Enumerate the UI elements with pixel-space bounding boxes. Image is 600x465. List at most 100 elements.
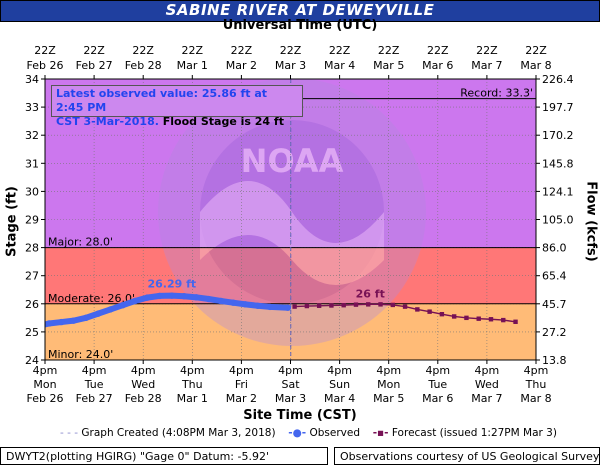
right-tick-label: 65.4 — [542, 270, 567, 283]
annotations: 26.29 ft 26 ft — [148, 278, 385, 301]
right-tick-label: 105.0 — [542, 214, 574, 227]
forecast-point — [415, 307, 420, 312]
bottom-tick-time: 4pm — [475, 364, 500, 377]
right-tick-label: 13.8 — [542, 354, 567, 367]
top-tick-date: Feb 28 — [125, 59, 162, 72]
observed-point — [230, 299, 237, 306]
top-tick-time: 22Z — [83, 44, 105, 57]
top-tick-date: Feb 26 — [27, 59, 64, 72]
noaa-logo-text: NOAA — [241, 142, 344, 180]
observed-point — [82, 314, 90, 322]
top-tick-date: Feb 27 — [76, 59, 113, 72]
observed-point — [9, 326, 15, 332]
observed-point — [45, 320, 53, 327]
top-axis-title: Universal Time (UTC) — [222, 18, 378, 33]
bottom-tick-date: Mar 5 — [373, 392, 404, 405]
forecast-point — [439, 311, 445, 317]
right-tick-label: 27.2 — [542, 326, 567, 339]
left-axis-title: Stage (ft) — [4, 186, 20, 257]
observed-point — [131, 297, 139, 305]
top-tick-date: Mar 7 — [471, 59, 502, 72]
top-tick-date: Mar 1 — [177, 59, 208, 72]
bottom-tick-day: Wed — [131, 378, 155, 391]
left-tick-label: 31 — [25, 157, 39, 170]
series-layer — [9, 292, 518, 332]
forecast-point — [501, 317, 506, 323]
bottom-tick-time: 4pm — [229, 364, 254, 377]
observed-legend-label: Observed — [309, 427, 361, 439]
observed-point — [266, 303, 274, 311]
forecast-point — [402, 304, 408, 309]
forecast-point — [378, 302, 383, 307]
forecast-point — [353, 302, 359, 307]
bottom-tick-time: 4pm — [376, 364, 401, 377]
bottom-tick-date: Feb 27 — [76, 392, 113, 405]
top-tick-time: 22Z — [378, 44, 400, 57]
noaa-watermark: NOAA — [158, 79, 426, 346]
bottom-tick-date: Mar 1 — [177, 392, 208, 405]
bottom-tick-date: Feb 26 — [27, 392, 64, 405]
major-label: Major: 28.0' — [48, 236, 113, 249]
observed-point — [217, 297, 225, 305]
left-tick-label: 25 — [25, 326, 39, 339]
right-tick-label: 145.8 — [542, 157, 574, 170]
bottom-tick-date: Mar 7 — [471, 392, 502, 405]
top-tick-date: Mar 6 — [422, 59, 453, 72]
minor-label: Minor: 24.0' — [48, 348, 113, 361]
top-tick-time: 22Z — [34, 44, 56, 57]
observed-point — [254, 302, 261, 309]
noaa-bird-icon — [200, 181, 384, 285]
bottom-tick-time: 4pm — [524, 364, 549, 377]
right-axis-title: Flow (kcfs) — [583, 181, 599, 262]
left-tick-label: 24 — [25, 354, 39, 367]
bottom-tick-time: 4pm — [278, 364, 303, 377]
observed-point — [242, 301, 249, 308]
left-tick-label: 33 — [25, 101, 39, 114]
observed-point — [168, 292, 176, 299]
right-tick-label: 226.4 — [542, 73, 574, 86]
chart-title: SABINE RIVER AT DEWEYVILLE — [165, 1, 435, 19]
top-tick-time: 22Z — [231, 44, 253, 57]
bottom-tick-day: Thu — [525, 378, 547, 391]
legend: - - - Graph Created (4:08PM Mar 3, 2018)… — [60, 427, 557, 439]
left-tick-label: 30 — [25, 185, 39, 198]
right-tick-label: 197.7 — [542, 101, 574, 114]
right-tick-label: 170.2 — [542, 129, 574, 142]
bottom-tick-time: 4pm — [131, 364, 156, 377]
noaa-seal-outer-icon — [158, 79, 426, 346]
observed-point — [156, 292, 163, 300]
left-tick-label: 32 — [25, 129, 39, 142]
bottom-tick-day: Mon — [377, 378, 400, 391]
bottom-tick-date: Mar 8 — [520, 392, 551, 405]
observed-point — [119, 302, 126, 309]
forecast-point — [390, 302, 395, 308]
bottom-tick-day: Tue — [427, 378, 447, 391]
graph-created-legend-label: Graph Created (4:08PM Mar 3, 2018) — [81, 427, 276, 439]
forecast-point — [464, 315, 469, 321]
bottom-tick-date: Mar 2 — [226, 392, 257, 405]
top-tick-date: Mar 2 — [226, 59, 257, 72]
bottom-tick-date: Mar 6 — [422, 392, 453, 405]
observed-point — [94, 310, 102, 317]
top-tick-date: Mar 5 — [373, 59, 404, 72]
top-tick-time: 22Z — [525, 44, 547, 57]
graph-created-legend-icon: - - - — [60, 427, 79, 439]
bottom-tick-time: 4pm — [82, 364, 107, 377]
bottom-tick-day: Wed — [475, 378, 499, 391]
forecast-point — [292, 304, 297, 309]
observed-point — [180, 293, 188, 300]
observed-legend-icon: -●- — [288, 427, 307, 439]
bottom-tick-time: 4pm — [33, 364, 58, 377]
bottom-tick-day: Sun — [329, 378, 350, 391]
forecast-legend-label: Forecast (issued 1:27PM Mar 3) — [391, 427, 557, 439]
observed-peak-label: 26.29 ft — [148, 278, 197, 291]
top-tick-time: 22Z — [427, 44, 449, 57]
forecast-point — [427, 309, 432, 314]
forecast-point — [329, 303, 334, 308]
top-tick-time: 22Z — [280, 44, 302, 57]
bottom-tick-day: Thu — [181, 378, 203, 391]
moderate-label: Moderate: 26.0' — [48, 292, 135, 305]
bottom-tick-time: 4pm — [425, 364, 450, 377]
left-tick-label: 29 — [25, 214, 39, 227]
